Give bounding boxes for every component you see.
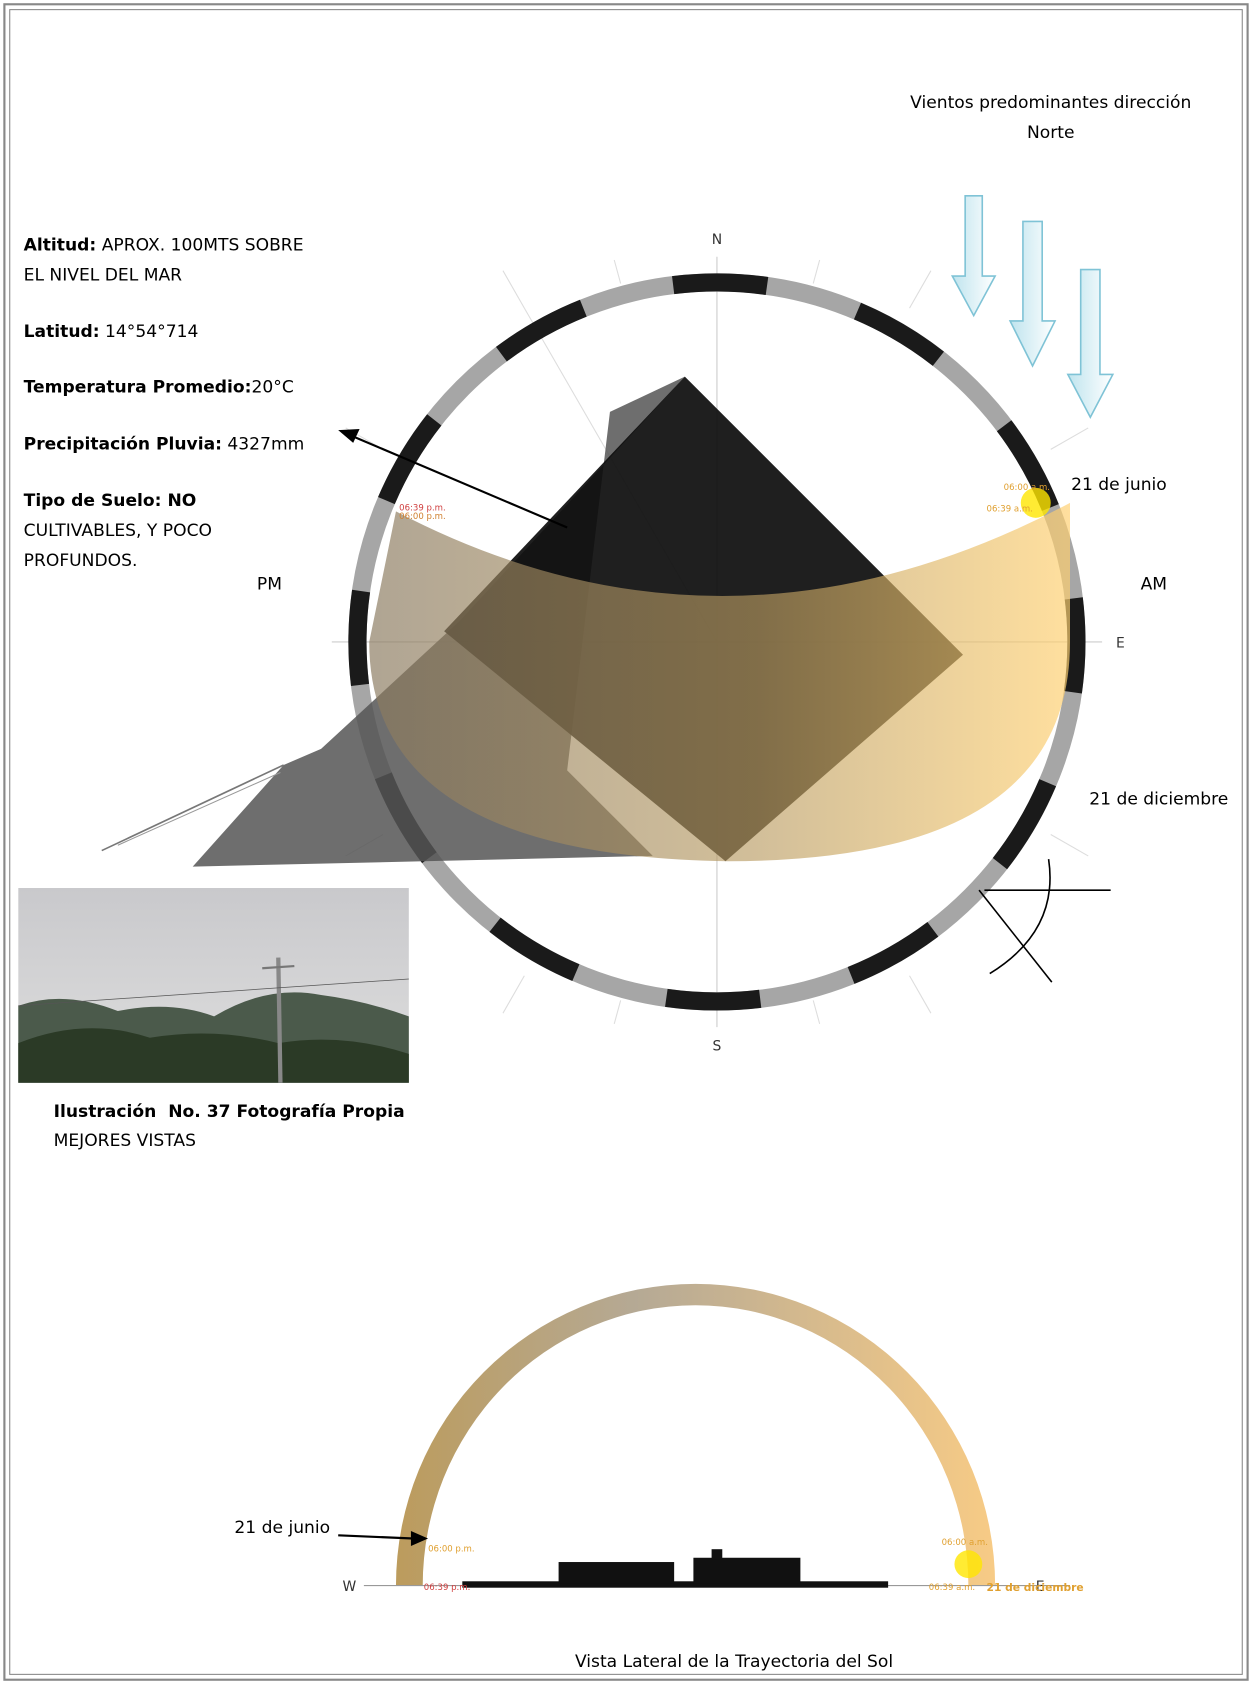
info-value: 14°54°714 [100,322,199,342]
info-line: CULTIVABLES, Y POCO [24,521,212,541]
axis-label: W [342,1579,356,1595]
sun-arc-section [395,1283,996,1586]
axis-label: E [1036,1579,1045,1595]
date-label: 21 de diciembre [987,1581,1084,1594]
info-value: APROX. 100MTS SOBRE [96,235,303,255]
time-label: 06:00 a.m. [1004,483,1050,493]
time-label: 06:39 p.m. [399,503,446,513]
wind-arrows [950,194,1115,419]
info-label: Latitud: [24,322,100,342]
info-label: Altitud: [24,235,97,255]
arrow-head [410,1531,429,1546]
pointer-arrow [338,1534,414,1540]
info-value: 4327mm [222,434,304,454]
wind-note: Norte [1027,123,1075,143]
info-line: Tipo de Suelo: NO [24,491,197,511]
compass-label: S [713,1039,722,1055]
info-label: Temperatura Promedio: [24,378,252,398]
time-label: 06:39 p.m. [424,1583,471,1593]
wind-note: Vientos predominantes dirección [910,93,1191,113]
time-label: 06:00 p.m. [399,512,446,522]
side-label: AM [1141,575,1167,595]
time-label: 06:00 a.m. [942,1538,988,1548]
info-value: 20°C [251,378,293,398]
photo [18,888,409,1083]
side-label: PM [257,575,282,595]
time-label: 06:00 p.m. [428,1544,475,1554]
info-label: Tipo de Suelo: NO [24,491,197,511]
texts: Vientos predominantes dirección Norte Alti… [24,93,1229,1672]
arrow-head [338,429,360,443]
compass-label: E [1116,635,1125,651]
time-label: 06:39 a.m. [929,1583,975,1593]
date-label: 21 de junio [1071,475,1167,495]
shadow-line [117,771,281,846]
time-label: 06:39 a.m. [987,504,1033,514]
info-line: EL NIVEL DEL MAR [24,265,183,285]
info-line: Temperatura Promedio:20°C [24,378,294,398]
date-label: 21 de diciembre [1089,790,1228,810]
info-line: Latitud: 14°54°714 [24,322,199,342]
frame [3,3,1249,1681]
info-line: Altitud: APROX. 100MTS SOBRE [24,235,304,255]
sun [954,1550,983,1579]
date-label: 21 de junio [234,1518,330,1538]
building-section [462,1549,889,1588]
compass-label: N [712,232,722,248]
caption-subtitle: MEJORES VISTAS [54,1131,196,1151]
info-label: Precipitación Pluvia: [24,434,222,454]
info-line: PROFUNDOS. [24,551,138,571]
info-line: Precipitación Pluvia: 4327mm [24,434,305,454]
sun-path-band [369,502,1071,862]
orientation-sketch [978,859,1111,983]
pointer-arrow [352,435,568,529]
caption-title: Ilustración No. 37 Fotografía Propia [54,1102,405,1122]
sun [1020,487,1051,518]
section-title: Vista Lateral de la Trayectoria del Sol [575,1652,893,1672]
shadow-line [101,764,284,852]
frame-inner [9,9,1243,1675]
